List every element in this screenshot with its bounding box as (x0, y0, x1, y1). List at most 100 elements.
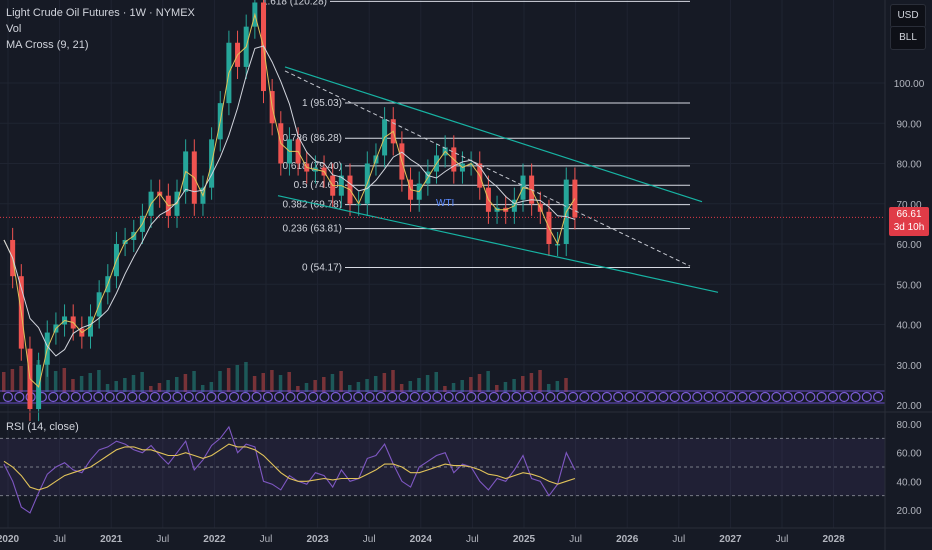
volume-bar (226, 368, 231, 392)
volume-bar (477, 374, 482, 392)
candle (572, 179, 578, 218)
volume-bar (503, 382, 508, 392)
volume-bar (313, 380, 317, 392)
chart-title: Light Crude Oil Futures · 1W · NYMEX (6, 7, 195, 19)
volume-bar (252, 376, 257, 392)
volume-bar (105, 384, 110, 392)
session-marker (680, 391, 692, 403)
session-marker (861, 391, 872, 403)
volume-bar (408, 381, 413, 392)
volume-bar (123, 378, 127, 392)
session-marker (364, 391, 375, 403)
volume-bar (529, 373, 534, 392)
session-marker (805, 391, 816, 403)
ma-cross-indicator-label[interactable]: MA Cross (9, 21) (6, 39, 89, 51)
unit-button[interactable]: BLL (890, 26, 926, 50)
midline-dashed (284, 70, 691, 267)
session-marker (759, 391, 771, 403)
time-axis-label: 2023 (306, 534, 329, 545)
volume-bar (564, 378, 568, 392)
volume-bar (356, 382, 361, 392)
time-axis-label: 2026 (616, 534, 639, 545)
time-axis-label: 2028 (822, 534, 845, 545)
volume-bar (339, 371, 343, 392)
session-marker (511, 391, 522, 403)
rsi-axis-label: 60.00 (896, 449, 921, 460)
session-marker (793, 391, 805, 403)
fib-level-label: 0.236 (63.81) (283, 224, 343, 235)
time-axis-label: Jul (569, 534, 582, 545)
session-marker (624, 391, 635, 403)
session-marker (454, 391, 466, 403)
volume-bar (322, 377, 326, 392)
session-marker (217, 391, 228, 403)
price-axis-label: 20.00 (896, 401, 921, 412)
session-marker (646, 391, 658, 403)
fib-level-label: 0.382 (69.78) (283, 200, 343, 211)
volume-bar (330, 374, 335, 392)
volume-bar (512, 379, 516, 392)
ma-fast-line (3, 12, 576, 388)
session-marker (330, 391, 341, 403)
volume-bar (261, 373, 265, 392)
session-marker (827, 391, 839, 403)
volume-bar (434, 372, 438, 392)
rsi-axis-label: 40.00 (896, 477, 921, 488)
session-marker (341, 391, 353, 403)
session-marker (285, 391, 296, 403)
currency-button[interactable]: USD (890, 4, 926, 28)
session-marker (48, 391, 59, 403)
fib-level-label: 0.786 (86.28) (283, 133, 343, 144)
volume-bar (348, 385, 352, 392)
volume-bar (287, 372, 291, 392)
volume-bar (391, 370, 395, 392)
price-axis-label: 40.00 (896, 321, 921, 332)
price-axis-label: 90.00 (896, 119, 921, 130)
volume-bar (399, 384, 404, 392)
price-axis-label: 60.00 (896, 240, 921, 251)
rsi-ma-line (3, 443, 576, 491)
session-marker (726, 391, 737, 403)
time-axis-label: Jul (156, 534, 169, 545)
time-axis-label: Jul (363, 534, 376, 545)
session-marker (714, 391, 726, 403)
session-marker (93, 391, 104, 403)
time-axis-label: 2022 (203, 534, 226, 545)
session-marker (104, 391, 115, 403)
volume-bar (451, 383, 456, 392)
volume-bar (10, 369, 15, 392)
fib-level-label: 0.5 (74.60) (294, 180, 342, 191)
rsi-axis-label: 80.00 (896, 420, 921, 431)
volume-bar (149, 386, 153, 392)
session-marker (2, 391, 14, 403)
volume-bar (495, 385, 499, 392)
rsi-indicator-label[interactable]: RSI (14, close) (6, 421, 79, 433)
channel-upper-line (284, 66, 703, 203)
fib-level-label: 0 (54.17) (302, 262, 342, 273)
volume-bar (218, 371, 222, 392)
volume-bar (175, 377, 179, 392)
volume-indicator-label[interactable]: Vol (6, 23, 22, 35)
session-marker (669, 391, 680, 403)
volume-bar (382, 373, 387, 392)
session-marker (206, 391, 217, 403)
session-marker (228, 391, 240, 403)
session-marker (556, 391, 567, 403)
session-marker (658, 391, 669, 403)
price-axis-label: 50.00 (896, 280, 921, 291)
time-axis-label: 2027 (719, 534, 742, 545)
session-marker (635, 391, 646, 403)
volume-bar (521, 376, 525, 392)
time-axis-label: 2024 (410, 534, 433, 545)
session-marker (533, 391, 545, 403)
session-marker (274, 391, 285, 403)
time-axis-label: 2021 (100, 534, 123, 545)
session-marker (771, 391, 782, 403)
time-axis-label: Jul (776, 534, 789, 545)
price-axis-label: 70.00 (896, 200, 921, 211)
session-marker (375, 391, 386, 403)
session-marker (296, 391, 307, 403)
session-marker (183, 391, 194, 403)
volume-bar (140, 372, 144, 392)
